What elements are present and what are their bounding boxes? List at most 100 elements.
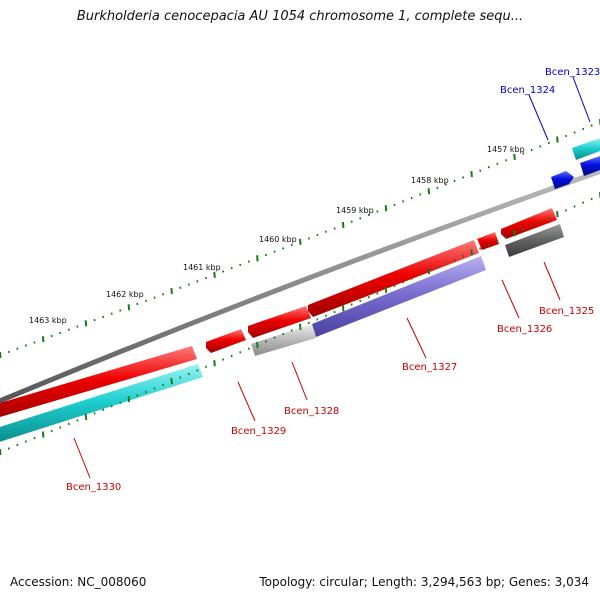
scale-minor-tick <box>102 315 105 319</box>
scale-minor-tick <box>33 436 36 440</box>
scale-minor-tick <box>419 273 422 276</box>
scale-major-tick <box>341 305 345 312</box>
scale-minor-tick <box>359 299 362 303</box>
gene-label-bcen-1326: Bcen_1326 <box>497 324 552 335</box>
gene-bcen-1328 <box>248 306 311 338</box>
scale-minor-tick <box>204 365 207 368</box>
scale-minor-tick <box>487 243 490 246</box>
scale-minor-tick <box>50 334 53 338</box>
scale-minor-tick <box>453 179 456 183</box>
scale-minor-tick <box>376 292 379 295</box>
scale-minor-tick <box>307 237 310 240</box>
topology-summary: Topology: circular; Length: 3,294,563 bp… <box>259 575 589 589</box>
scale-label-1461: 1461 kbp <box>183 263 221 272</box>
scale-major-tick <box>470 249 473 256</box>
scale-minor-tick <box>196 369 199 372</box>
scale-major-tick <box>170 378 173 385</box>
scale-minor-tick <box>119 309 122 312</box>
gene-labels: Bcen_1323 Bcen_1324 Bcen_1325 Bcen_1326 … <box>66 67 600 493</box>
scale-minor-tick <box>564 134 567 138</box>
scale-minor-tick <box>582 201 585 204</box>
scale-minor-tick <box>204 276 207 280</box>
cds-track <box>0 224 564 442</box>
scale-minor-tick <box>453 258 456 261</box>
scale-minor-tick <box>93 412 96 415</box>
scale-major-tick <box>427 188 431 195</box>
scale-minor-tick <box>350 220 353 223</box>
scale-major-tick <box>299 323 302 330</box>
scale-minor-tick <box>196 280 199 283</box>
scale-minor-tick <box>333 310 336 314</box>
scale-minor-tick <box>76 419 79 422</box>
scale-major-tick <box>299 238 302 245</box>
scale-minor-tick <box>273 336 276 339</box>
scale-major-tick <box>213 271 216 278</box>
scale-major-tick <box>127 304 131 311</box>
gene-label-bcen-1327: Bcen_1327 <box>402 362 457 373</box>
scale-minor-tick <box>264 253 267 257</box>
scale-minor-tick <box>162 383 165 386</box>
scale-minor-tick <box>316 318 319 321</box>
scale-major-tick <box>341 221 345 229</box>
gene-label-bcen-1329: Bcen_1329 <box>231 426 286 437</box>
scale-minor-tick <box>324 314 327 317</box>
scale-minor-tick <box>393 203 396 206</box>
cds-bcen-1325 <box>505 224 564 257</box>
scale-minor-tick <box>573 131 576 134</box>
scale-minor-tick <box>33 341 36 344</box>
scale-minor-tick <box>479 169 482 172</box>
scale-minor-tick <box>462 254 465 258</box>
scale-label-1458: 1458 kbp <box>411 176 449 185</box>
scale-major-tick <box>41 431 45 438</box>
scale-minor-tick <box>239 263 242 267</box>
scale-label-1462: 1462 kbp <box>106 290 144 299</box>
gene-bcen-1326 <box>477 232 499 250</box>
scale-minor-tick <box>24 440 27 443</box>
scale-minor-tick <box>187 372 190 376</box>
scale-minor-tick <box>530 224 533 227</box>
scale-minor-tick <box>410 196 413 200</box>
scale-major-tick <box>384 286 388 293</box>
scale-minor-tick <box>187 283 190 286</box>
scale-minor-tick <box>436 186 439 189</box>
scale-major-tick <box>0 448 2 456</box>
scale-major-tick <box>556 136 559 143</box>
scale-minor-tick <box>144 390 147 394</box>
scale-minor-tick <box>230 354 233 358</box>
accession-text: Accession: NC_008060 <box>10 575 147 589</box>
scale-major-tick <box>170 288 173 295</box>
scale-major-tick <box>84 413 88 420</box>
scale-major-tick <box>470 171 473 178</box>
scale-minor-tick <box>504 235 507 239</box>
scale-minor-tick <box>179 286 182 289</box>
scale-minor-tick <box>67 422 70 426</box>
scale-minor-tick <box>419 193 422 196</box>
gene-label-bcen-1328: Bcen_1328 <box>284 406 339 417</box>
gene-bcen-1323 <box>572 138 600 160</box>
scale-major-tick <box>256 341 259 349</box>
scale-minor-tick <box>496 239 499 243</box>
scale-minor-tick <box>93 318 96 322</box>
scale-major-tick <box>213 360 216 367</box>
scale-major-tick <box>427 268 431 275</box>
scale-minor-tick <box>316 233 319 237</box>
scale-minor-tick <box>444 183 447 186</box>
scale-minor-tick <box>110 405 113 408</box>
scale-minor-tick <box>590 124 593 127</box>
scale-minor-tick <box>590 197 593 201</box>
chromosome-backbone <box>0 168 600 404</box>
scale-minor-tick <box>179 376 182 379</box>
scale-track-lower <box>0 192 600 456</box>
scale-minor-tick <box>582 127 585 131</box>
scale-minor-tick <box>153 296 156 299</box>
scale-minor-tick <box>564 209 567 212</box>
scale-minor-tick <box>59 426 62 429</box>
scale-labels: 1457 kbp 1458 kbp 1459 kbp 1460 kbp 1461… <box>29 145 525 325</box>
gene-label-bcen-1330: Bcen_1330 <box>66 482 121 493</box>
scale-minor-tick <box>324 230 327 233</box>
scale-minor-tick <box>230 267 233 270</box>
scale-minor-tick <box>136 394 139 397</box>
scale-minor-tick <box>367 296 370 299</box>
scale-minor-tick <box>547 141 550 145</box>
